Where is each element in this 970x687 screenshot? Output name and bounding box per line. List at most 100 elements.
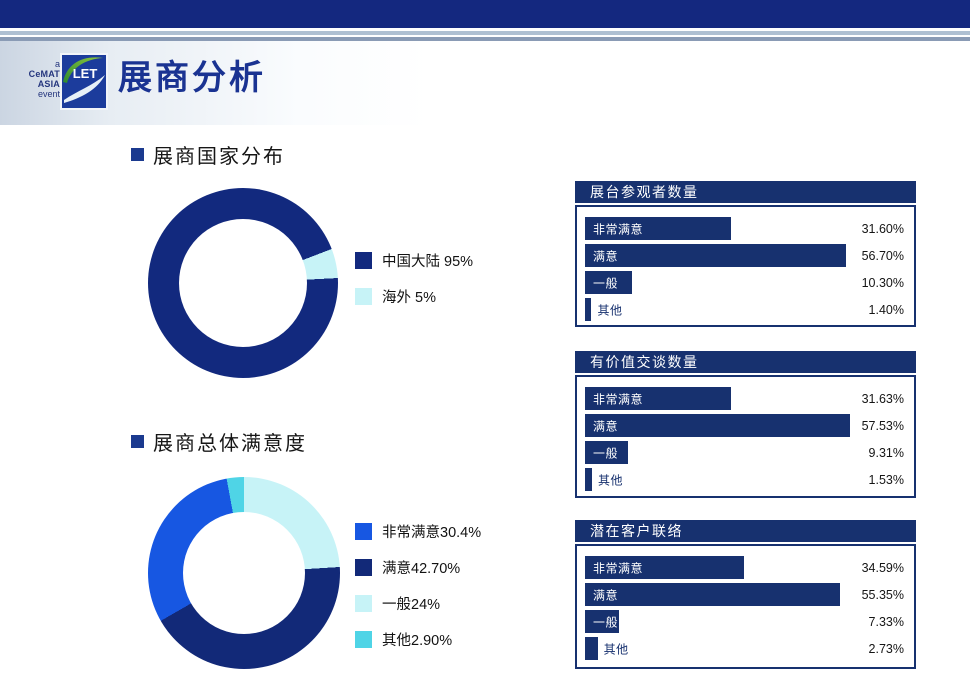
bar-row: 非常满意 31.60% [585, 217, 914, 240]
panel-title-bar: 有价值交谈数量 [575, 351, 916, 373]
bar-row: 其他 1.40% [585, 298, 914, 321]
bar-very-satisfied: 非常满意 [585, 387, 731, 410]
bar-other: 其他 [585, 298, 622, 321]
donut-hole [179, 219, 307, 347]
bar-row: 满意 57.53% [585, 414, 914, 437]
bar-value: 56.70% [861, 248, 904, 263]
panel-title: 展台参观者数量 [590, 184, 699, 200]
brand-text: a CeMAT ASIA event [8, 59, 60, 100]
bar-satisfied: 满意 [585, 583, 841, 606]
legend-label: 海外 5% [382, 290, 436, 306]
bar-row: 一般 7.33% [585, 610, 914, 633]
bar-other: 其他 [585, 637, 628, 660]
bar-label: 满意 [593, 419, 619, 433]
legend-label: 满意42.70% [382, 561, 461, 577]
bar-value: 31.60% [861, 221, 904, 236]
bar-value: 7.33% [868, 614, 904, 629]
legend-item: 一般24% [355, 593, 481, 614]
bar-row: 一般 10.30% [585, 271, 914, 294]
bar-value: 57.53% [861, 418, 904, 433]
swoosh-icon [64, 75, 105, 103]
bar-value: 31.63% [861, 391, 904, 406]
header-stripe-light [0, 31, 970, 35]
bar-label: 非常满意 [593, 561, 644, 575]
panel-title: 有价值交谈数量 [590, 354, 699, 370]
let-logo-text: LET [73, 66, 98, 81]
bar-chart-booth-visitors: 非常满意 31.60% 满意 56.70% 一般 10.30% 其他 [575, 205, 916, 327]
brand-name: CeMAT ASIA [28, 68, 60, 89]
panel-title-bar: 潜在客户联络 [575, 520, 916, 542]
legend-label: 中国大陆 95% [382, 254, 474, 270]
brand-prefix: a [54, 59, 60, 69]
bar-row: 其他 1.53% [585, 468, 914, 491]
legend-item: 中国大陆 95% [355, 250, 473, 271]
bar-row: 其他 2.73% [585, 637, 914, 660]
legend-swatch [355, 252, 372, 269]
panel-potential-customers: 潜在客户联络 非常满意 34.59% 满意 55.35% 一般 7.33% [575, 520, 916, 669]
section-heading-country: 展商国家分布 [131, 140, 285, 169]
bar-row: 满意 55.35% [585, 583, 914, 606]
bar-value: 2.73% [868, 641, 904, 656]
legend-swatch [355, 288, 372, 305]
panel-booth-visitors: 展台参观者数量 非常满意 31.60% 满意 56.70% 一般 10.30% [575, 181, 916, 327]
legend-item: 非常满意30.4% [355, 521, 481, 542]
bar-neutral: 一般 [585, 441, 628, 464]
bar-neutral: 一般 [585, 610, 619, 633]
donut-chart-country [148, 188, 338, 378]
bar-label: 满意 [593, 588, 619, 602]
page-title: 展商分析 [118, 59, 266, 97]
bar-value: 1.53% [868, 472, 904, 487]
bar-satisfied: 满意 [585, 414, 851, 437]
legend-item: 满意42.70% [355, 557, 481, 578]
bar-label: 其他 [598, 473, 624, 487]
bar-label: 非常满意 [593, 392, 644, 406]
bar-value: 34.59% [861, 560, 904, 575]
brand-suffix: event [37, 88, 60, 99]
legend-country: 中国大陆 95% 海外 5% [355, 250, 473, 322]
bar-label: 非常满意 [593, 222, 644, 236]
bar-value: 55.35% [861, 587, 904, 602]
let-logo: LET [62, 55, 106, 108]
bar-other: 其他 [585, 468, 623, 491]
square-bullet-icon [131, 148, 144, 161]
bar-label: 其他 [603, 642, 629, 656]
donut-chart-satisfaction [148, 477, 340, 669]
donut-hole [183, 512, 305, 634]
bar-neutral: 一般 [585, 271, 633, 294]
legend-swatch [355, 595, 372, 612]
panel-title-bar: 展台参观者数量 [575, 181, 916, 203]
section-heading-label: 展商总体满意度 [153, 433, 307, 455]
legend-swatch [355, 523, 372, 540]
bar-satisfied: 满意 [585, 244, 847, 267]
bar-chart-valuable-conversations: 非常满意 31.63% 满意 57.53% 一般 9.31% 其他 [575, 375, 916, 498]
bar-label: 一般 [593, 615, 619, 629]
legend-item: 其他2.90% [355, 629, 481, 650]
bar-label: 一般 [593, 446, 619, 460]
panel-title: 潜在客户联络 [590, 523, 683, 539]
bar-row: 一般 9.31% [585, 441, 914, 464]
legend-swatch [355, 631, 372, 648]
bar-value: 10.30% [861, 275, 904, 290]
bar-very-satisfied: 非常满意 [585, 556, 745, 579]
header-band [0, 41, 970, 125]
bar-chart-potential-customers: 非常满意 34.59% 满意 55.35% 一般 7.33% 其他 [575, 544, 916, 669]
leaf-icon [63, 57, 103, 83]
bar-value: 1.40% [868, 302, 904, 317]
bar-label: 满意 [593, 249, 619, 263]
bar-row: 满意 56.70% [585, 244, 914, 267]
panel-valuable-conversations: 有价值交谈数量 非常满意 31.63% 满意 57.53% 一般 9.31% [575, 351, 916, 498]
legend-satisfaction: 非常满意30.4% 满意42.70% 一般24% 其他2.90% [355, 521, 481, 665]
legend-label: 非常满意30.4% [382, 525, 482, 541]
bar-label: 其他 [597, 303, 623, 317]
top-bar [0, 0, 970, 28]
bar-label: 一般 [593, 276, 619, 290]
legend-label: 其他2.90% [382, 633, 453, 649]
header-stripe-dark [0, 37, 970, 41]
legend-item: 海外 5% [355, 286, 473, 307]
bar-row: 非常满意 31.63% [585, 387, 914, 410]
legend-swatch [355, 559, 372, 576]
square-bullet-icon [131, 435, 144, 448]
bar-row: 非常满意 34.59% [585, 556, 914, 579]
legend-label: 一般24% [382, 597, 441, 613]
